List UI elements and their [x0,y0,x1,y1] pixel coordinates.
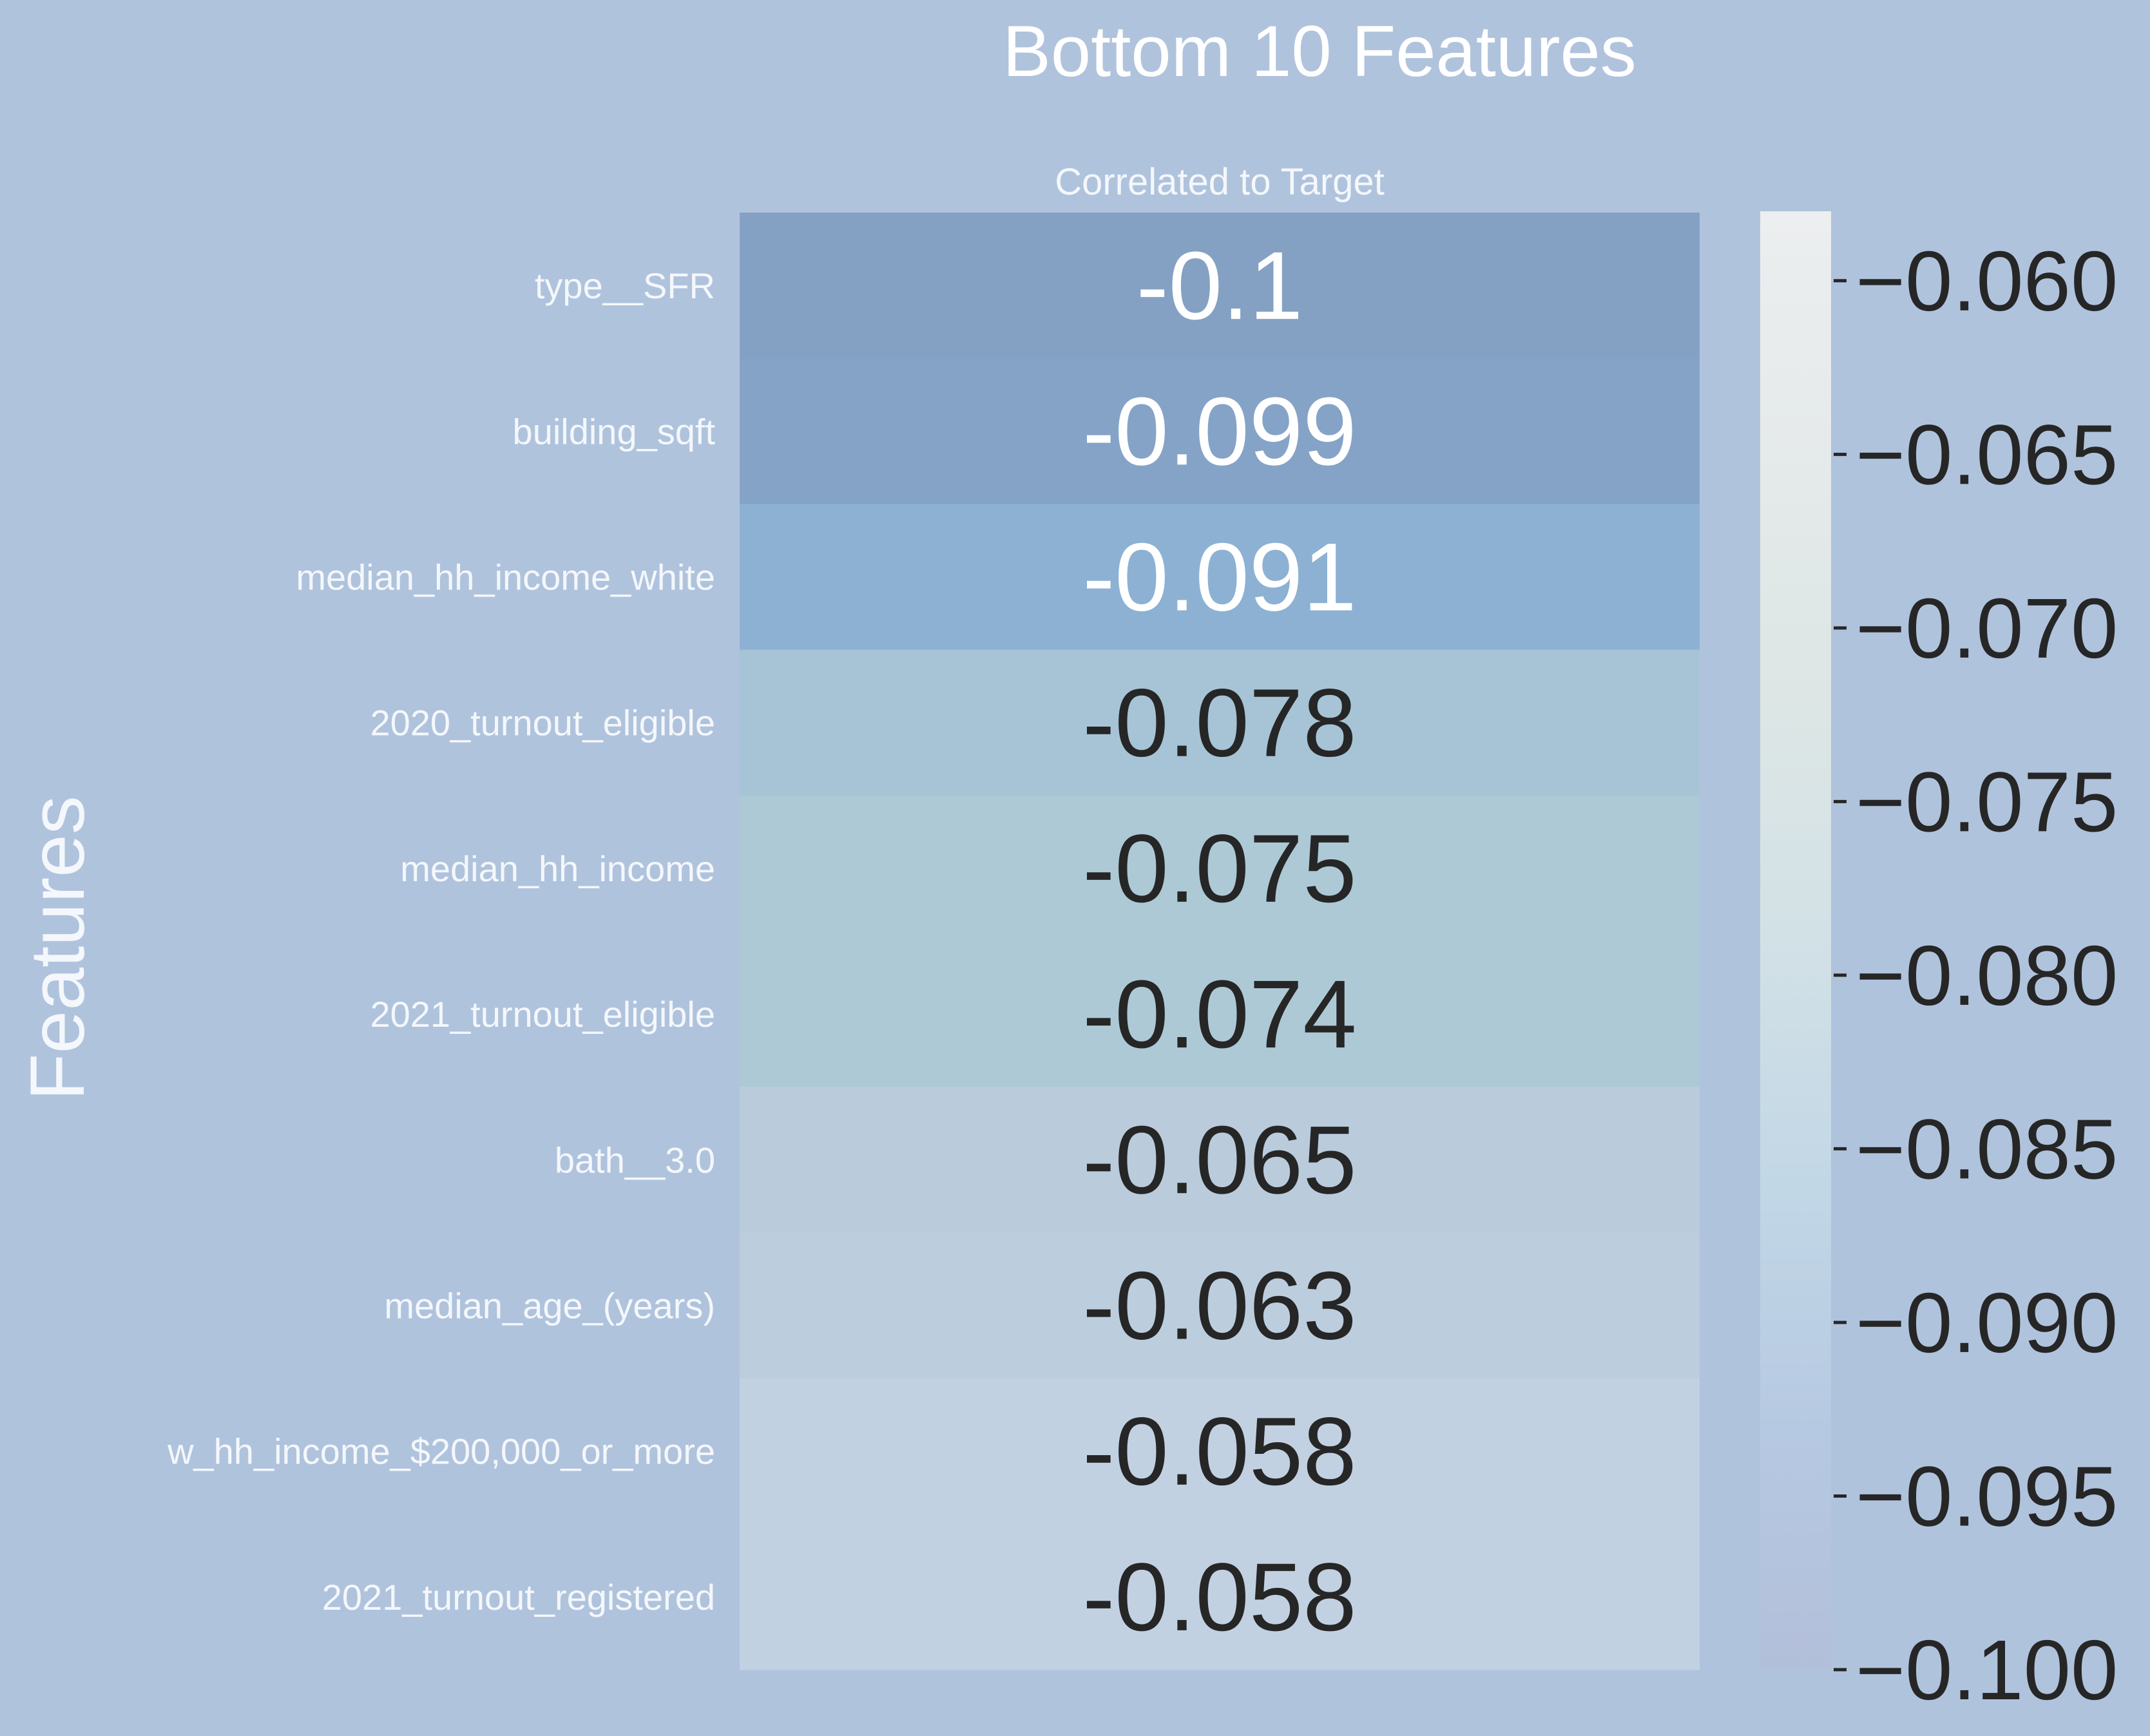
colorbar-gradient [1760,211,1831,1670]
feature-label: 2021_turnout_registered [322,1577,715,1617]
heatmap-cell [740,1378,1700,1525]
feature-label: median_age_(years) [384,1286,715,1326]
colorbar-tick-label: −0.070 [1856,581,2118,676]
feature-label: 2021_turnout_eligible [370,994,715,1035]
chart-title: Bottom 10 Features [1003,11,1636,91]
cell-value-label: -0.1 [1137,231,1303,339]
cell-value-label: -0.074 [1082,960,1356,1068]
colorbar-tick-label: −0.095 [1856,1449,2118,1543]
heatmap-cells: -0.1 -0.099 -0.091 -0.078 -0.075 -0.074 -0.065… [740,213,1700,1670]
heatmap-cell [740,795,1700,942]
cell-value-label: -0.065 [1082,1105,1356,1214]
feature-label: w_hh_income_$200,000_or_more [167,1431,715,1472]
heatmap-cell [740,1523,1700,1670]
heatmap-cell [740,504,1700,651]
heatmap-cell [740,358,1700,504]
colorbar-tick-label: −0.100 [1856,1623,2118,1717]
heatmap-cell [740,941,1700,1087]
cell-value-label: -0.058 [1082,1543,1356,1651]
feature-label: median_hh_income_white [296,557,715,598]
colorbar-tick-label: −0.090 [1856,1275,2118,1370]
heatmap-cell [740,1232,1700,1379]
cell-value-label: -0.099 [1082,377,1356,485]
colorbar-tick-label: −0.075 [1856,754,2118,849]
cell-value-label: -0.075 [1082,814,1356,922]
cell-value-label: -0.063 [1082,1252,1356,1360]
colorbar-tick-label: −0.085 [1856,1102,2118,1196]
heatmap-cell [740,649,1700,796]
column-label: Correlated to Target [1055,161,1385,203]
feature-label: bath__3.0 [555,1140,715,1180]
feature-label: 2020_turnout_eligible [370,703,715,743]
cell-value-label: -0.058 [1082,1397,1356,1505]
colorbar: −0.100 −0.095 −0.090 −0.085 −0.080 −0.075 −0.0… [1760,211,2118,1717]
y-axis-label: Features [14,796,101,1101]
colorbar-tick-label: −0.065 [1856,407,2118,502]
colorbar-tick-label: −0.080 [1856,928,2118,1023]
feature-label: type__SFR [535,265,715,306]
heatmap-cell [740,213,1700,359]
feature-label: building_sqft [513,411,716,452]
cell-value-label: -0.091 [1082,523,1356,631]
row-labels: type__SFR building_sqft median_hh_income_w… [167,265,715,1617]
feature-label: median_hh_income [400,848,715,889]
heatmap-cell [740,1087,1700,1233]
colorbar-tick-label: −0.060 [1856,234,2118,329]
cell-value-label: -0.078 [1082,669,1356,777]
